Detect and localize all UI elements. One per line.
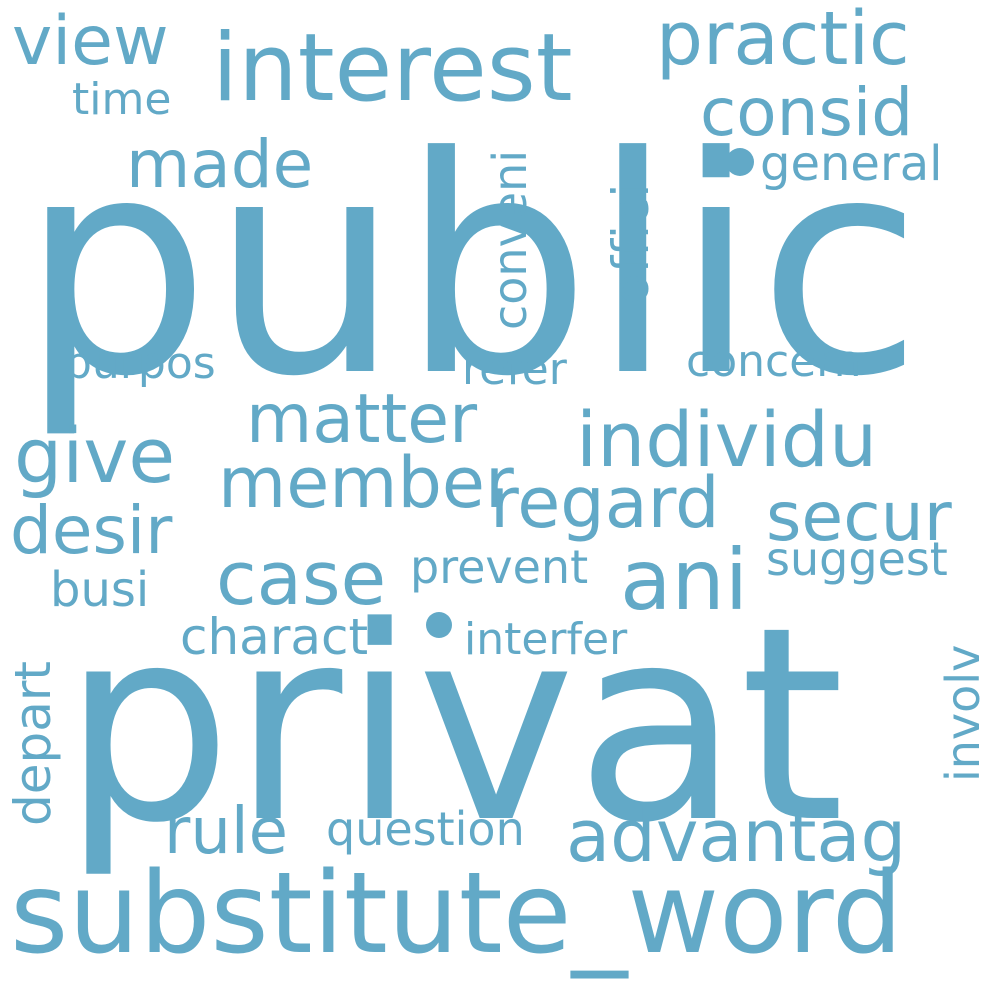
word-matter: matter [246,380,478,459]
word-public: public [20,93,923,442]
word-give: give [14,411,176,500]
word-substitute-word: substitute_word [10,849,903,979]
word-made: made [126,126,314,203]
word-regard: regard [490,462,720,544]
word-refer: refer [462,344,567,395]
word-general: general [760,136,943,192]
word-ani: ani [620,531,749,629]
word-individu: individu [576,395,878,484]
word-view: view [12,2,169,81]
word-interfer: interfer [464,614,628,665]
word-secur: secur [766,478,952,557]
word-busi: busi [50,562,150,618]
word-advantag: advantag [566,794,907,878]
word-desir: desir [10,492,173,569]
word-concern: concern [686,336,862,387]
bullet-dot [726,148,754,176]
word-question: question [326,802,525,856]
word-offici: offici [602,183,660,304]
word-depart: depart [4,660,62,826]
word-practic: practic [656,0,910,82]
word-time: time [72,74,172,125]
word-purpos: purpos [64,338,216,389]
word-suggest: suggest [766,532,948,586]
word-prevent: prevent [410,540,589,594]
word-conveni: conveni [483,149,537,330]
word-charact: charact [180,608,369,666]
word-involv: involv [936,644,990,782]
bullet-dot [426,612,452,638]
word-privat: privat [62,570,845,882]
word-interest: interest [212,14,573,123]
word-member: member [218,442,514,524]
word-rule: rule [164,795,289,869]
word-consid: consid [700,74,914,151]
word-case: case [216,536,387,622]
